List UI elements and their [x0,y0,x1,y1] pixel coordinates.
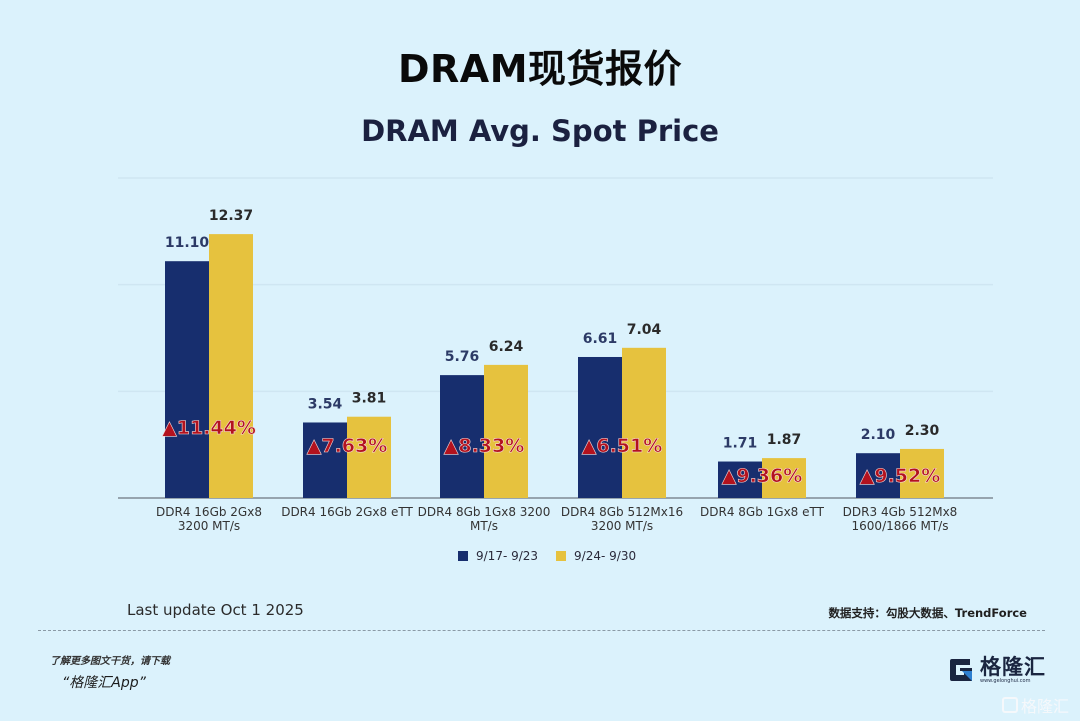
change-percent-label: ▲11.44% [162,417,256,439]
legend-label-series-1: 9/17- 9/23 [476,549,539,563]
bar-series-1 [303,422,347,498]
category-label: DDR4 8Gb 1Gx8 3200 [418,505,551,519]
category-label: DDR4 16Gb 2Gx8 [156,505,262,519]
promo-text: 了解更多图文干货，请下载 [50,656,170,667]
chart-legend: 9/17- 9/23 9/24- 9/30 [458,549,636,563]
gelonghui-logo-icon [948,657,974,683]
data-source-text: 数据支持：勾股大数据、TrendForce [828,606,1027,620]
category-label: 1600/1866 MT/s [852,519,949,533]
last-update-text: Last update Oct 1 2025 [127,601,304,619]
change-percent-label: ▲7.63% [307,435,388,457]
legend-item-series-1: 9/17- 9/23 [458,549,538,563]
chart-title: DRAM Avg. Spot Price [361,114,719,148]
change-percent-label: ▲8.33% [444,435,525,457]
page-title: DRAM现货报价 [397,47,683,91]
bar-series-2 [622,347,666,498]
bar-series-2 [347,416,391,498]
logo-name: 格隆汇 [980,655,1046,679]
legend-swatch-series-1 [458,551,468,561]
data-label: 1.71 [723,436,758,452]
data-label: 12.37 [209,208,253,224]
bar-series-2 [900,448,944,498]
legend-item-series-2: 9/24- 9/30 [556,549,636,563]
category-label: 3200 MT/s [178,519,240,533]
category-label: 3200 MT/s [591,519,653,533]
data-label: 11.10 [165,235,210,251]
data-label: 5.76 [445,349,480,365]
data-label: 2.10 [861,427,896,443]
data-label: 6.61 [583,331,618,347]
category-label: DDR4 8Gb 1Gx8 eTT [700,505,825,519]
category-label: DDR4 8Gb 512Mx16 [561,505,683,519]
watermark-text: 格隆汇 [1021,697,1070,716]
category-label: DDR4 16Gb 2Gx8 eTT [281,505,413,519]
bar-series-1 [440,375,484,498]
bar-series-2 [209,234,253,498]
change-percent-label: ▲9.36% [722,465,803,487]
data-label: 7.04 [627,322,662,338]
data-label: 6.24 [489,339,524,355]
change-percent-label: ▲9.52% [860,465,941,487]
bar-series-1 [718,461,762,498]
bar-series-2 [484,364,528,498]
bar-series-2 [762,458,806,498]
data-label: 3.54 [308,396,343,412]
data-label: 2.30 [905,423,940,439]
category-label: DDR3 4Gb 512Mx8 [843,505,958,519]
bar-series-1 [578,356,622,498]
data-label: 1.87 [767,432,802,448]
gelonghui-logo: 格隆汇 www.gelonghui.com [948,656,1046,684]
logo-url: www.gelonghui.com [980,678,1031,684]
footer-divider [38,630,1045,631]
legend-label-series-2: 9/24- 9/30 [574,549,637,563]
bar-series-1 [856,453,900,498]
bar-series-1 [165,261,209,498]
category-label: MT/s [470,519,498,533]
change-percent-label: ▲6.51% [582,435,663,457]
data-label: 3.81 [352,391,387,407]
promo-app-name: “格隆汇App” [62,675,146,691]
corner-watermark: 格隆汇 [1002,693,1069,717]
legend-swatch-series-2 [556,551,567,561]
watermark-logo-icon [1002,697,1018,713]
